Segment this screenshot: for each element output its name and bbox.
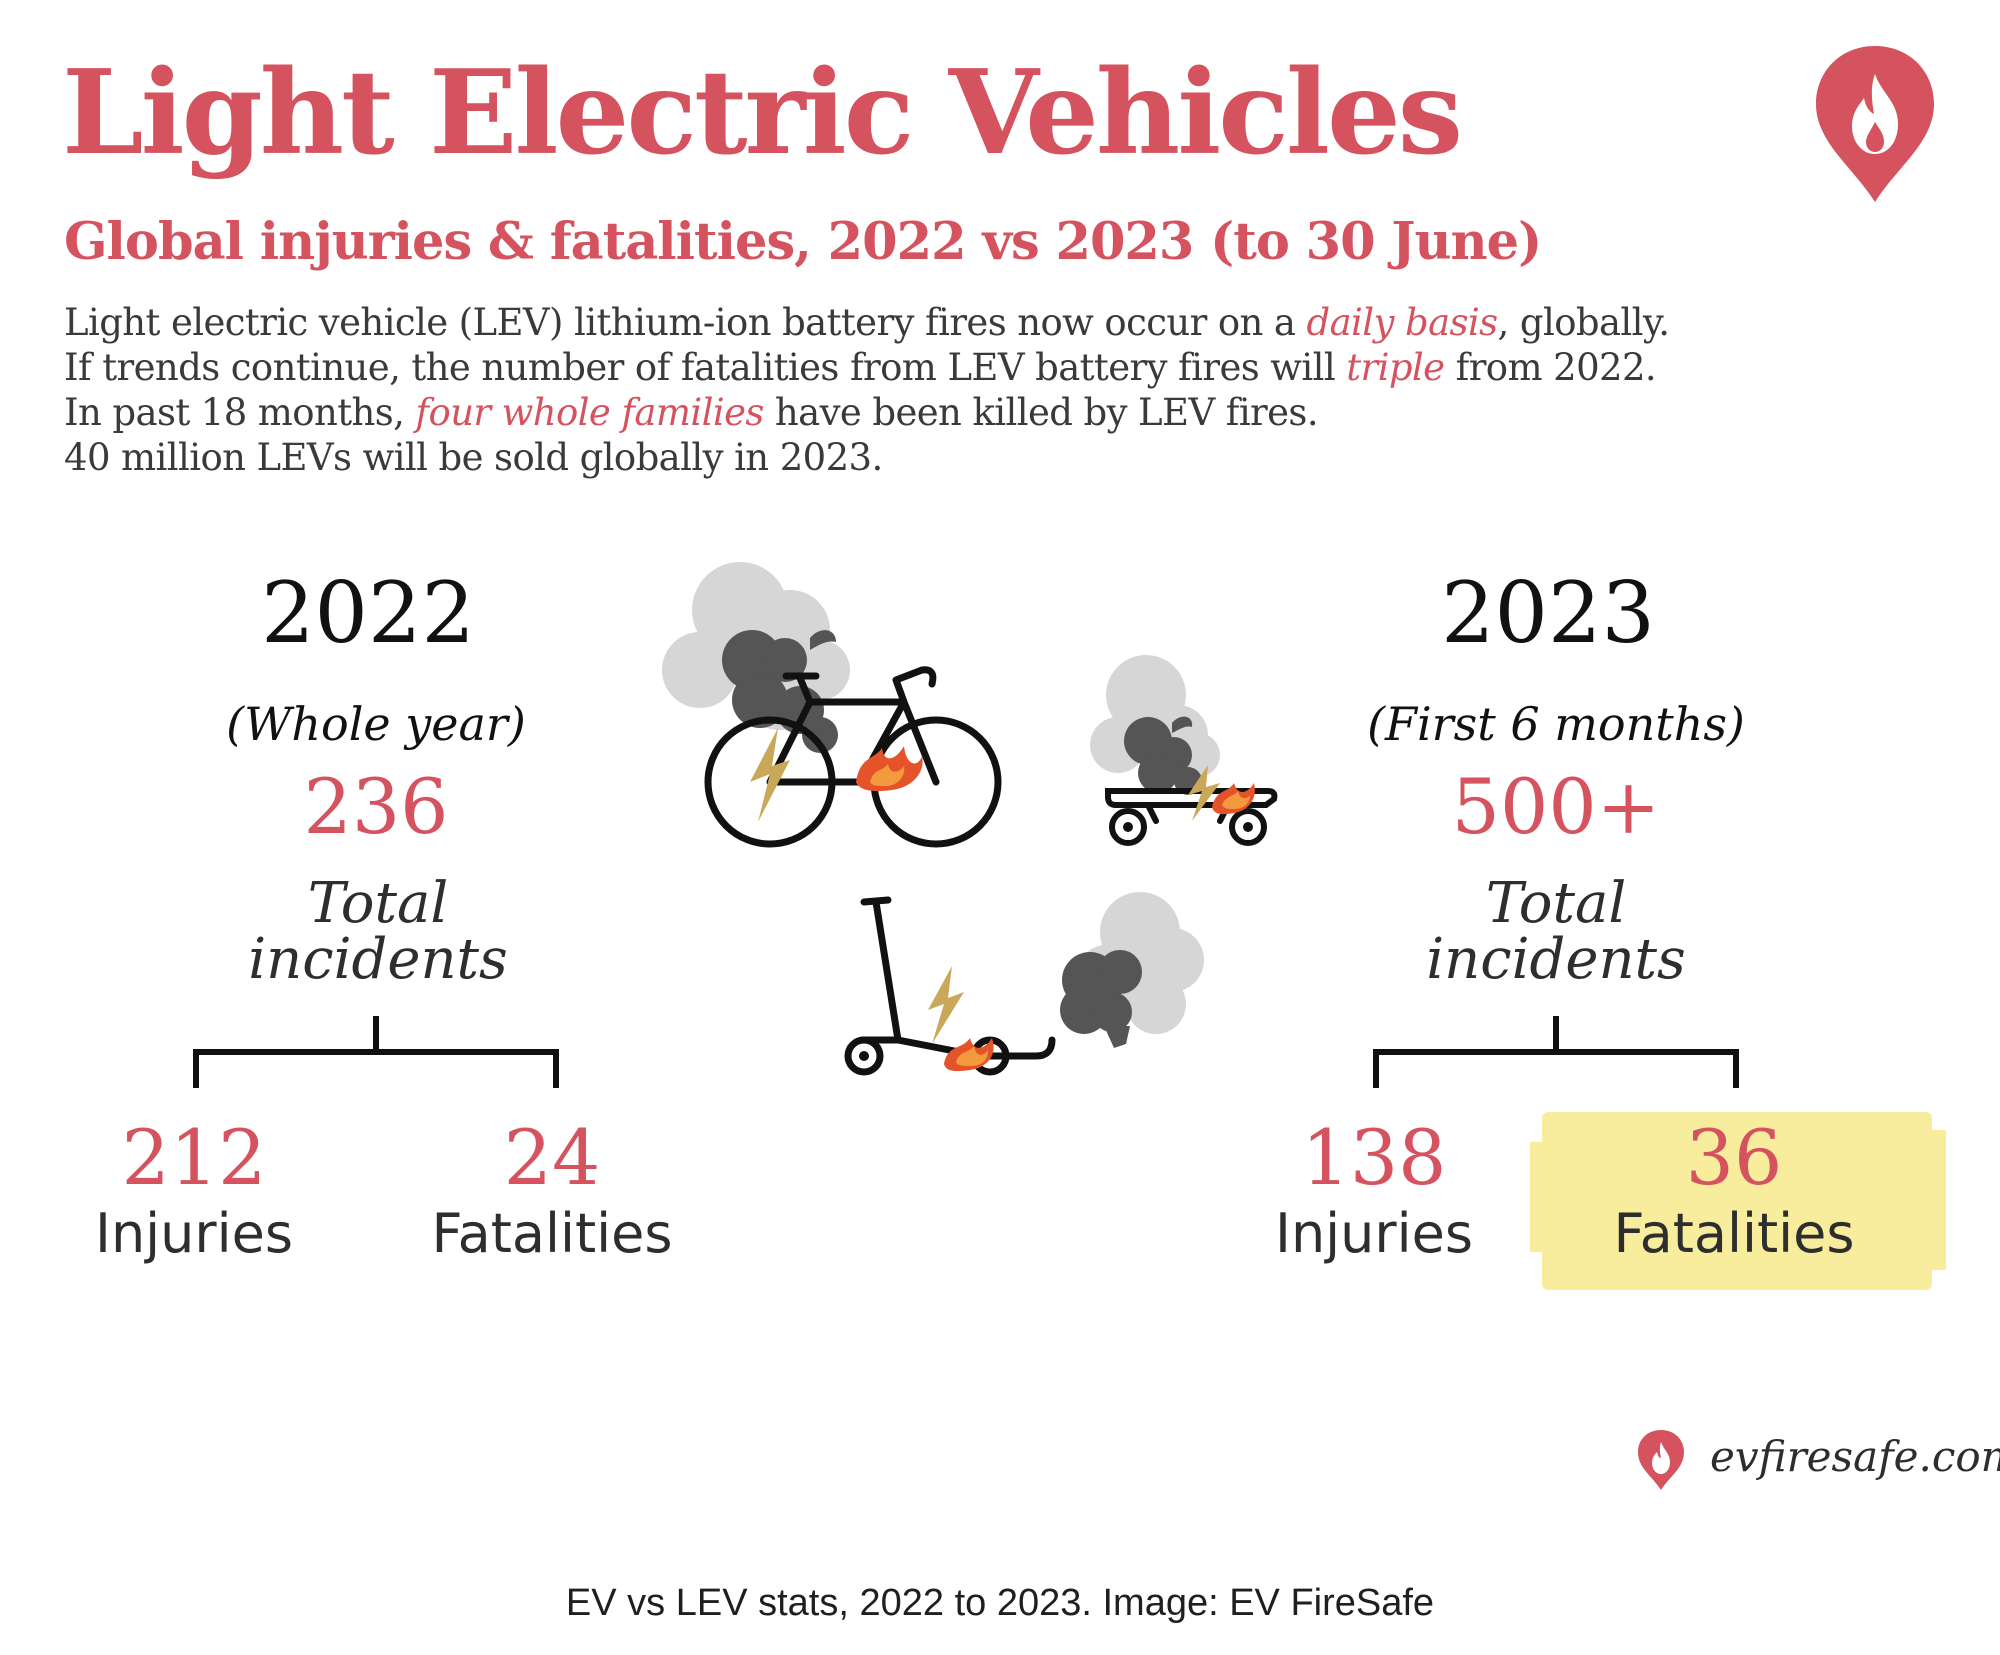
image-caption: EV vs LEV stats, 2022 to 2023. Image: EV… [565,1582,1435,1624]
intro-emphasis: four whole families [415,391,764,434]
year-2022: 2022 [261,564,475,662]
fatalities-2023: 36 [1685,1113,1783,1202]
flame-pin-icon [1816,46,1934,202]
bicycle-fire-icon [662,562,1002,848]
intro-text: from 2022. [1444,346,1657,389]
intro-line: 40 million LEVs will be sold globally in… [64,436,883,479]
injuries-2023: 138 [1301,1113,1447,1202]
fatalities-2022: 24 [503,1113,601,1202]
intro-text: , globally. [1497,301,1670,344]
intro-text: Light electric vehicle (LEV) lithium-ion… [64,301,1307,344]
fatalities-label-2023: Fatalities [1613,1202,1855,1265]
period-2023: (First 6 months) [1367,697,1745,751]
total-label-2022: Total incidents [248,876,508,988]
intro-line: If trends continue, the number of fatali… [64,345,1669,390]
bracket-2022 [193,1016,559,1088]
total-label-line: incidents [1426,927,1686,992]
total-2022: 236 [303,762,449,851]
intro-paragraph: Light electric vehicle (LEV) lithium-ion… [64,300,1670,480]
fatalities-highlight [1530,1112,1946,1290]
flame-pin-icon [1638,1430,1684,1490]
bracket-2023 [1373,1016,1739,1088]
intro-line: Light electric vehicle (LEV) lithium-ion… [64,300,1670,345]
total-label-line: incidents [248,927,508,992]
injuries-label-2023: Injuries [1275,1202,1473,1265]
page-subtitle: Global injuries & fatalities, 2022 vs 20… [64,212,1542,272]
injuries-label-2022: Injuries [95,1202,293,1265]
total-label-2023: Total incidents [1426,876,1686,988]
injuries-2022: 212 [121,1113,267,1202]
period-2022: (Whole year) [226,697,526,751]
intro-emphasis: daily basis [1306,301,1499,344]
intro-line: In past 18 months, four whole families h… [64,390,1669,435]
total-label-line: Total [1485,871,1627,936]
page-title: Light Electric Vehicles [62,45,1463,181]
intro-emphasis: triple [1346,346,1445,389]
total-2023: 500+ [1451,762,1661,851]
intro-text: If trends continue, the number of fatali… [64,346,1347,389]
intro-text: have been killed by LEV fires. [763,391,1319,434]
skateboard-fire-icon [1090,655,1278,846]
fatalities-label-2022: Fatalities [431,1202,673,1265]
total-label-line: Total [307,871,449,936]
website-link[interactable]: evfiresafe.com [1710,1432,2000,1481]
intro-text: In past 18 months, [64,391,416,434]
year-2023: 2023 [1441,564,1655,662]
scooter-fire-icon [844,892,1204,1076]
